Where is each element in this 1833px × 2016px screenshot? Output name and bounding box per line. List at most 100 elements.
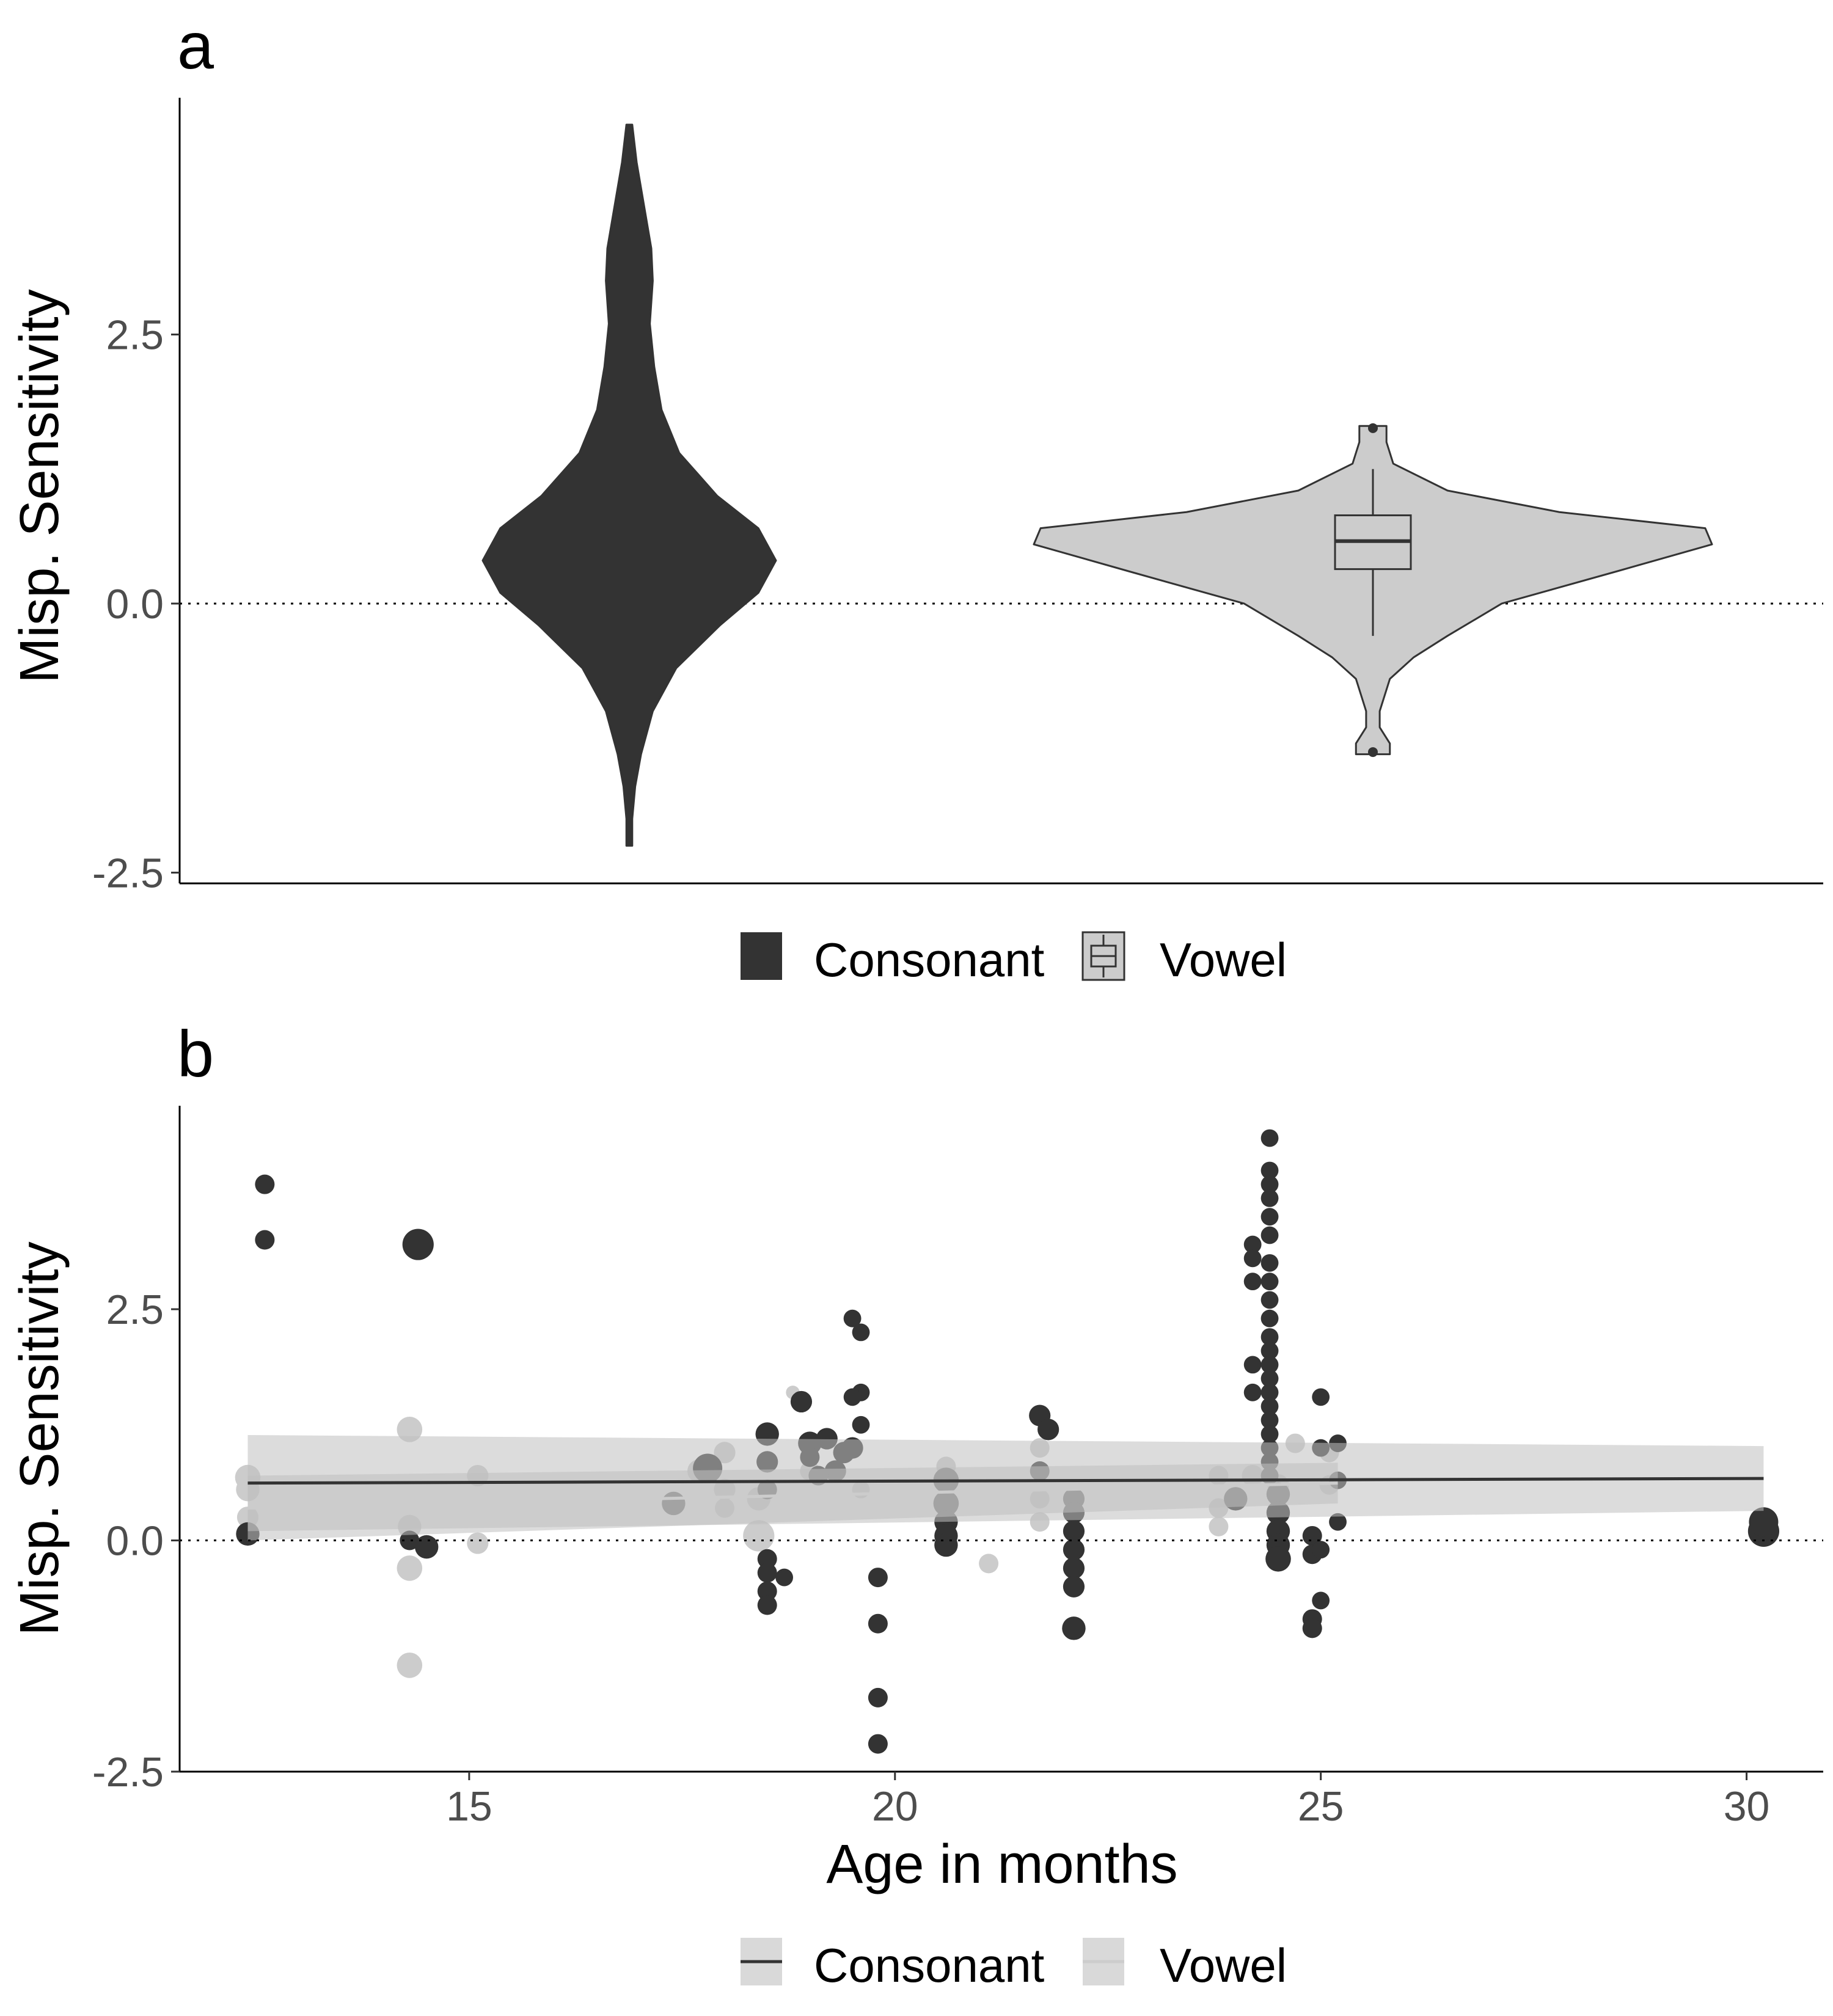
data-point: [1260, 1309, 1279, 1328]
panel-a: a 2.5 0.0 -2.5 Misp. Sensitivity Consonant…: [9, 9, 1823, 987]
data-point: [402, 1229, 434, 1260]
legend-key-vowel: [1081, 931, 1125, 981]
data-point: [1312, 1591, 1330, 1610]
data-point: [397, 1555, 423, 1581]
data-point: [1260, 1425, 1279, 1443]
y-tick-label: 0.0: [106, 1518, 164, 1565]
data-point: [757, 1581, 777, 1601]
data-point: [1260, 1328, 1279, 1346]
data-point: [1063, 1576, 1085, 1598]
data-point: [1329, 1513, 1347, 1531]
data-point: [400, 1530, 420, 1550]
data-point: [1260, 1175, 1279, 1194]
legend-a: Consonant Vowel: [741, 931, 1287, 987]
legend-b: Consonant Vowel: [741, 1938, 1287, 1992]
x-tick-label: 25: [1298, 1783, 1344, 1830]
data-point: [1243, 1356, 1262, 1374]
data-point: [1243, 1383, 1262, 1401]
data-point: [868, 1687, 888, 1707]
y-tick-label: -2.5: [92, 1749, 164, 1795]
data-point: [852, 1323, 870, 1342]
data-point: [467, 1532, 489, 1554]
data-point: [979, 1554, 999, 1574]
violin-consonant: [481, 123, 777, 847]
data-point: [757, 1549, 777, 1569]
box-outlier: [1368, 423, 1378, 433]
data-point: [743, 1520, 775, 1552]
data-point: [1243, 1273, 1262, 1291]
data-point: [255, 1174, 275, 1194]
trend-line-vowel: [247, 1481, 1338, 1510]
violin-marks: [180, 123, 1823, 847]
y-tick-label: -2.5: [92, 850, 164, 896]
legend-label-consonant: Consonant: [814, 933, 1045, 987]
panel-label-a: a: [177, 9, 214, 82]
data-point: [1260, 1383, 1279, 1401]
data-point: [1063, 1539, 1085, 1561]
data-point: [1062, 1616, 1086, 1640]
data-point: [1063, 1557, 1085, 1579]
y-tick-label: 0.0: [106, 581, 164, 627]
y-tick-label: 2.5: [106, 312, 164, 359]
panel-b: b 2.50.0-2.5 15 20 25 30 Misp. Sensitivity …: [9, 1017, 1823, 1992]
data-point: [852, 1415, 870, 1434]
trend-line-consonant: [247, 1477, 1764, 1485]
data-point: [255, 1230, 275, 1250]
data-point: [1063, 1520, 1085, 1542]
data-point: [1260, 1226, 1279, 1244]
data-point: [1260, 1129, 1279, 1147]
legend-label-vowel: Vowel: [1160, 1938, 1287, 1992]
data-point: [1260, 1342, 1279, 1360]
data-point: [1260, 1291, 1279, 1309]
data-point: [1302, 1525, 1322, 1546]
box-outlier: [1368, 747, 1378, 758]
x-axis-title: Age in months: [826, 1834, 1177, 1895]
legend-label-consonant: Consonant: [814, 1938, 1045, 1992]
y-axis-title: Misp. Sensitivity: [9, 289, 70, 683]
x-tick-label: 20: [872, 1783, 918, 1830]
y-tick-label: 2.5: [106, 1287, 164, 1333]
data-point: [843, 1388, 862, 1406]
data-point: [775, 1568, 793, 1587]
data-point: [1243, 1249, 1262, 1268]
data-point: [1209, 1516, 1229, 1536]
data-point: [1260, 1273, 1279, 1291]
data-point: [757, 1563, 777, 1583]
data-point: [1265, 1546, 1291, 1572]
panel-label-b: b: [177, 1017, 214, 1090]
legend-label-vowel: Vowel: [1160, 933, 1287, 987]
data-point: [1260, 1208, 1279, 1226]
data-point: [868, 1568, 888, 1588]
x-ticks: 15 20 25 30: [446, 1772, 1769, 1830]
y-axis-title: Misp. Sensitivity: [9, 1241, 70, 1635]
data-point: [843, 1309, 862, 1328]
data-point: [1260, 1254, 1279, 1272]
data-point: [1749, 1507, 1779, 1537]
legend-key-consonant: [741, 932, 782, 980]
y-ticks: 2.5 0.0 -2.5: [92, 312, 180, 896]
data-point: [397, 1653, 423, 1678]
x-tick-label: 30: [1724, 1783, 1770, 1830]
data-point: [868, 1734, 888, 1754]
data-point: [397, 1417, 423, 1442]
data-point: [868, 1613, 888, 1634]
data-point: [1260, 1356, 1279, 1374]
data-point: [1260, 1189, 1279, 1207]
data-point: [934, 1533, 958, 1557]
x-tick-label: 15: [446, 1783, 492, 1830]
data-point: [1243, 1235, 1262, 1254]
data-point: [1260, 1161, 1279, 1180]
data-point: [757, 1595, 777, 1615]
data-point: [1260, 1370, 1279, 1387]
data-point: [1260, 1411, 1279, 1430]
data-point: [1312, 1541, 1330, 1559]
data-point: [1260, 1397, 1279, 1415]
y-ticks: 2.5 0.0 -2.5: [92, 1287, 180, 1795]
data-point: [790, 1390, 813, 1413]
data-point: [1312, 1388, 1330, 1406]
ci-ribbon-vowel: [247, 1463, 1338, 1541]
data-point: [1302, 1618, 1322, 1638]
scatter-marks: [180, 1129, 1823, 1754]
data-point: [1037, 1419, 1059, 1441]
